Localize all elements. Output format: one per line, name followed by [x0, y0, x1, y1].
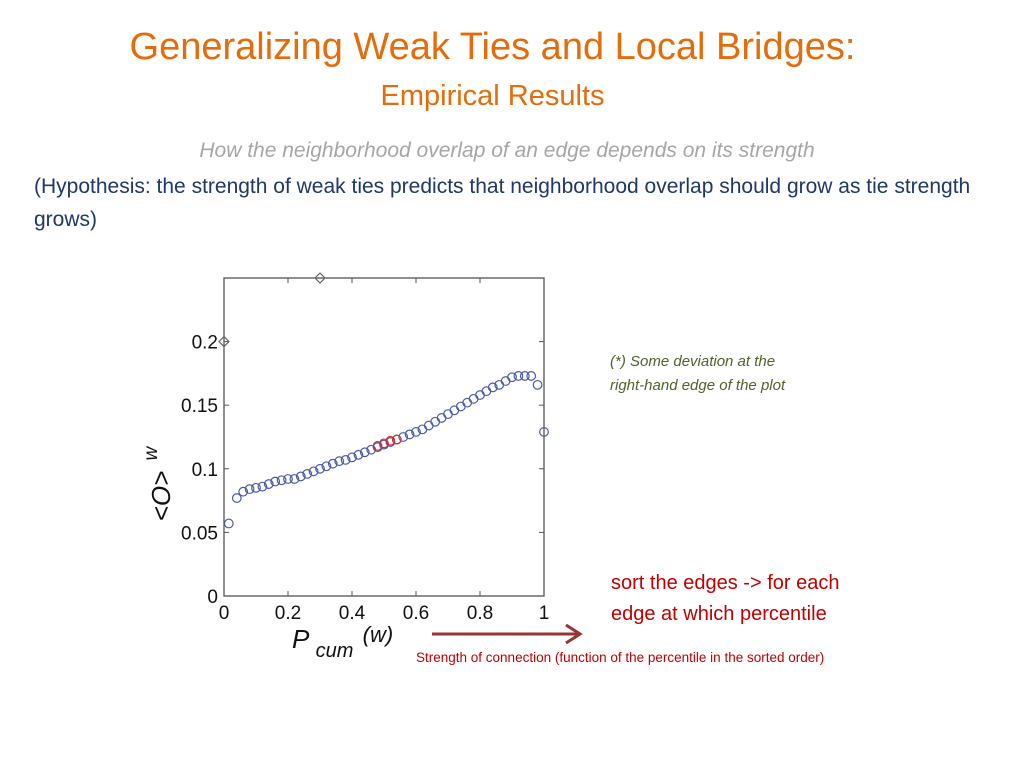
data-point [321, 461, 332, 472]
data-point [283, 474, 293, 484]
data-point [372, 441, 383, 451]
plot-frame [223, 277, 545, 597]
data-point [398, 432, 409, 442]
y-axis-label: <O> w [141, 445, 176, 521]
x-axis-label: P cum (w) [292, 622, 393, 663]
x-axis-label-sub: cum [316, 640, 354, 662]
x-tick-label: 0.4 [339, 603, 366, 624]
question-text: How the neighborhood overlap of an edge … [199, 139, 815, 162]
data-point [327, 458, 338, 469]
y-tick-label: 0 [207, 587, 218, 608]
data-point [276, 475, 287, 486]
y-tick-label: 0.2 [192, 333, 218, 354]
data-point [289, 474, 300, 484]
data-point [507, 372, 517, 383]
slide-title: Generalizing Weak Ties and Local Bridges… [129, 26, 856, 68]
data-point [257, 481, 268, 492]
x-tick-label: 1 [539, 603, 550, 624]
data-point-diamond [314, 272, 326, 284]
x-tick-label: 0.2 [275, 603, 301, 624]
data-point [238, 486, 249, 497]
data-point [411, 427, 421, 437]
data-point [487, 382, 498, 393]
data-point [315, 463, 325, 474]
data-point [231, 493, 242, 503]
data-point [223, 518, 234, 529]
data-point [359, 447, 370, 458]
y-tick-label: 0.1 [192, 460, 218, 481]
sort-note: sort the edges -> for each edge at which… [611, 568, 911, 630]
x-tick-label: 0 [219, 603, 230, 624]
data-point [353, 449, 364, 460]
x-tick-label: 0.6 [403, 603, 429, 624]
hypothesis-text: (Hypothesis: the strength of weak ties p… [34, 175, 971, 231]
data-point [263, 479, 274, 489]
sort-note-line1: sort the edges -> for each [611, 572, 840, 594]
y-axis-label-main: <O> [146, 471, 176, 522]
slide-subtitle: Empirical Results [380, 80, 605, 112]
x-tick-label: 0.8 [467, 603, 493, 624]
strength-label: Strength of connection (function of the … [416, 650, 825, 665]
deviation-note-line2: right-hand edge of the plot [610, 377, 786, 394]
data-point [519, 371, 530, 381]
y-axis-label-sub: w [141, 445, 162, 460]
y-axis-ticks: 0 0.05 0.1 0.15 0.2 [181, 333, 544, 608]
overlap-vs-strength-plot: 0 0.05 0.1 0.15 0.2 0 0.2 0.4 0.6 0.8 1 <O> w P c… [141, 272, 550, 663]
data-point [295, 471, 306, 482]
data-point [347, 452, 357, 463]
data-point [244, 484, 255, 495]
y-tick-label: 0.15 [181, 396, 218, 417]
deviation-note: (*) Some deviation at the right-hand edg… [610, 350, 870, 398]
data-point [251, 482, 261, 493]
data-point [513, 371, 524, 381]
strength-arrow-icon [432, 623, 583, 645]
data-point [308, 466, 319, 477]
data-point [404, 429, 415, 440]
data-point [385, 435, 396, 446]
x-axis-label-main: P [292, 624, 310, 654]
data-point [532, 379, 543, 390]
data-point [340, 454, 351, 465]
sort-note-line2: edge at which percentile [611, 603, 827, 625]
data-point-diamond [218, 335, 230, 348]
x-axis-label-arg: (w) [363, 622, 394, 647]
data-point [379, 438, 389, 449]
y-tick-label: 0.05 [181, 523, 218, 544]
data-markers [218, 272, 549, 529]
data-point [526, 371, 537, 381]
data-point [539, 427, 549, 437]
data-point [270, 476, 281, 487]
data-point [302, 468, 313, 479]
data-point [334, 456, 345, 467]
x-axis-ticks: 0 0.2 0.4 0.6 0.8 1 [219, 278, 550, 624]
deviation-note-line1: (*) Some deviation at the [610, 353, 776, 370]
data-point [391, 434, 402, 445]
